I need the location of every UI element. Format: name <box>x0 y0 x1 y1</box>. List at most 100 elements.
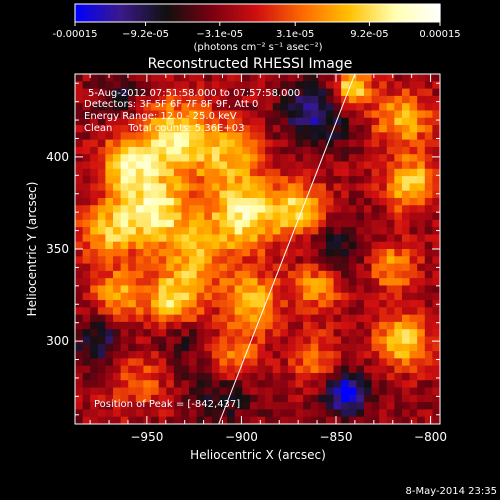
heatmap-pixel <box>211 88 220 97</box>
heatmap-pixel <box>371 285 380 294</box>
heatmap-pixel <box>356 103 365 111</box>
heatmap-pixel <box>287 154 297 162</box>
heatmap-pixel <box>128 219 137 228</box>
heatmap-pixel <box>424 358 433 367</box>
heatmap-pixel <box>151 278 160 286</box>
heatmap-pixel <box>166 358 175 367</box>
heatmap-pixel <box>166 205 175 214</box>
heatmap-pixel <box>341 256 350 265</box>
heatmap-pixel <box>272 256 281 265</box>
heatmap-pixel <box>394 110 403 119</box>
heatmap-pixel <box>303 278 312 286</box>
heatmap-pixel <box>204 81 213 90</box>
heatmap-pixel <box>75 168 84 177</box>
heatmap-pixel <box>196 394 205 403</box>
heatmap-pixel <box>97 372 106 381</box>
heatmap-pixel <box>394 263 403 272</box>
heatmap-pixel <box>234 190 243 199</box>
heatmap-pixel <box>135 103 144 111</box>
heatmap-pixel <box>135 234 144 243</box>
heatmap-pixel <box>325 329 335 337</box>
heatmap-pixel <box>303 256 312 265</box>
colorbar-ticks: -0.00015 −9.2e-05 −3.1e-05 3.1e-05 9.2e-05 0.… <box>53 22 461 40</box>
heatmap-pixel <box>97 132 106 141</box>
heatmap-pixel <box>348 409 357 418</box>
heatmap-pixel <box>295 314 304 323</box>
heatmap-pixel <box>348 256 357 265</box>
heatmap-pixel <box>158 212 167 221</box>
heatmap-pixel <box>341 168 350 177</box>
heatmap-pixel <box>356 146 365 155</box>
heatmap-pixel <box>424 125 433 133</box>
heatmap-pixel <box>219 190 228 199</box>
heatmap-pixel <box>310 219 319 228</box>
heatmap-pixel <box>249 219 258 228</box>
heatmap-pixel <box>287 74 297 82</box>
heatmap-pixel <box>249 300 258 308</box>
heatmap-pixel <box>97 394 106 403</box>
heatmap-pixel <box>249 88 258 97</box>
heatmap-pixel <box>325 409 335 418</box>
heatmap-pixel <box>409 183 418 192</box>
heatmap-pixel <box>113 110 122 119</box>
heatmap-pixel <box>356 176 365 184</box>
heatmap-pixel <box>394 212 403 221</box>
heatmap-pixel <box>158 74 167 82</box>
heatmap-pixel <box>105 285 114 294</box>
heatmap-pixel <box>272 380 281 389</box>
heatmap-pixel <box>234 168 243 177</box>
heatmap-pixel <box>333 314 342 323</box>
heatmap-pixel <box>303 168 312 177</box>
heatmap-pixel <box>189 300 198 308</box>
heatmap-pixel <box>401 372 411 381</box>
heatmap-pixel <box>333 183 342 192</box>
heatmap-pixel <box>295 125 304 133</box>
colorbar-segment <box>178 4 183 22</box>
colorbar-segment <box>342 4 347 22</box>
heatmap-pixel <box>272 336 281 345</box>
heatmap-pixel <box>371 394 380 403</box>
heatmap-pixel <box>242 95 251 104</box>
heatmap-pixel <box>303 270 312 279</box>
heatmap-pixel <box>249 263 258 272</box>
heatmap-pixel <box>97 336 106 345</box>
heatmap-pixel <box>257 110 266 119</box>
heatmap-pixel <box>265 249 274 257</box>
heatmap-pixel <box>143 234 152 243</box>
heatmap-pixel <box>257 212 266 221</box>
heatmap-pixel <box>90 234 99 243</box>
heatmap-pixel <box>394 197 403 206</box>
heatmap-pixel <box>379 168 388 177</box>
heatmap-pixel <box>173 300 182 308</box>
heatmap-pixel <box>333 394 342 403</box>
heatmap-pixel <box>204 212 213 221</box>
heatmap-pixel <box>401 74 411 82</box>
heatmap-pixel <box>105 380 114 389</box>
heatmap-pixel <box>363 176 373 184</box>
heatmap-pixel <box>356 329 365 337</box>
heatmap-pixel <box>401 95 411 104</box>
heatmap-pixel <box>143 249 152 257</box>
heatmap-pixel <box>249 227 258 235</box>
heatmap-pixel <box>97 168 106 177</box>
heatmap-pixel <box>166 74 175 82</box>
heatmap-pixel <box>128 394 137 403</box>
heatmap-pixel <box>303 95 312 104</box>
heatmap-pixel <box>348 88 357 97</box>
heatmap-pixel <box>189 314 198 323</box>
colorbar-segment <box>117 4 122 22</box>
heatmap-pixel <box>265 205 274 214</box>
heatmap-pixel <box>249 314 258 323</box>
heatmap-pixel <box>424 168 433 177</box>
heatmap-pixel <box>82 256 91 265</box>
heatmap-pixel <box>227 161 236 170</box>
heatmap-pixel <box>379 146 388 155</box>
heatmap-pixel <box>363 263 373 272</box>
heatmap-pixel <box>356 256 365 265</box>
heatmap-pixel <box>227 168 236 177</box>
heatmap-pixel <box>409 307 418 316</box>
heatmap-pixel <box>113 168 122 177</box>
heatmap-pixel <box>173 241 182 250</box>
heatmap-pixel <box>97 88 106 97</box>
heatmap-pixel <box>249 343 258 352</box>
